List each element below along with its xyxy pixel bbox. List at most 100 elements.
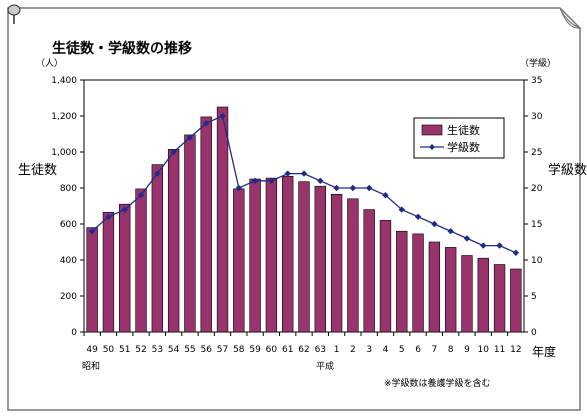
x-tick-label: 61: [282, 345, 293, 355]
legend-box: [413, 117, 505, 159]
bar: [396, 230, 408, 333]
x-tick-label: 62: [298, 345, 309, 355]
left-tick-label: 1,200: [51, 112, 77, 122]
bar: [184, 134, 196, 333]
series-point: [300, 170, 308, 177]
series-point: [431, 220, 438, 228]
bar: [135, 188, 147, 333]
era-label-heisei: 平成: [316, 362, 335, 372]
x-tick-label: 57: [217, 345, 228, 355]
series-point: [496, 242, 503, 249]
bar: [314, 185, 326, 333]
right-tick-label: 0: [531, 328, 537, 338]
x-tick-label: 1: [334, 345, 340, 355]
x-tick-label: 7: [432, 345, 438, 355]
legend-swatch-marker: [429, 144, 435, 150]
bar: [102, 212, 115, 333]
x-tick-label: 9: [464, 345, 470, 355]
bar: [249, 178, 261, 333]
x-tick-label: 4: [383, 345, 389, 355]
series-point: [251, 177, 259, 184]
x-tick-label: 60: [266, 345, 278, 355]
series-point: [349, 184, 357, 192]
series-point: [398, 206, 405, 213]
series-point: [382, 192, 389, 199]
right-tick-label: 15: [531, 220, 542, 230]
series-point: [186, 134, 194, 141]
legend-swatch-bar: [421, 124, 443, 136]
right-axis-unit: （学級）: [520, 59, 557, 69]
bar: [363, 209, 375, 333]
bar: [216, 106, 229, 333]
series-point: [137, 192, 145, 199]
series-point: [170, 148, 177, 156]
x-tick-label: 63: [315, 345, 326, 355]
series-point: [88, 228, 96, 235]
series-point: [284, 170, 291, 177]
x-tick-label: 3: [366, 345, 372, 355]
left-tick-label: 400: [60, 256, 77, 266]
x-tick-label: 54: [168, 345, 180, 355]
bar: [379, 220, 392, 333]
bar: [86, 227, 98, 333]
x-tick-label: 52: [135, 345, 146, 355]
bar: [233, 188, 245, 333]
series-point: [235, 184, 243, 192]
bar: [298, 181, 310, 333]
x-tick-label: 56: [200, 345, 212, 355]
x-tick-label: 55: [184, 345, 195, 355]
footnote: ※学級数は養護学級を含む: [384, 379, 491, 389]
x-tick-label: 49: [86, 345, 98, 355]
left-tick-label: 200: [60, 292, 77, 302]
left-tick-label: 1,000: [51, 148, 77, 158]
series-point: [365, 184, 373, 192]
right-tick-label: 20: [531, 184, 543, 194]
series-point: [463, 235, 471, 242]
series-point: [480, 242, 487, 249]
bar: [265, 177, 278, 333]
left-tick-label: 1,400: [51, 76, 77, 86]
right-tick-label: 10: [531, 256, 543, 266]
bar: [428, 241, 441, 333]
pushpin-icon: [7, 4, 21, 24]
x-tick-label: 51: [119, 345, 130, 355]
bar: [510, 268, 522, 333]
bar: [347, 198, 359, 333]
series-point: [203, 120, 210, 127]
right-tick-label: 5: [531, 292, 537, 302]
x-tick-label: 10: [478, 345, 490, 355]
series-point: [121, 206, 128, 213]
bar: [493, 264, 506, 333]
bar: [200, 116, 212, 333]
x-tick-label: 5: [399, 345, 405, 355]
bar: [119, 203, 131, 333]
bar: [167, 149, 180, 333]
series-point: [268, 177, 275, 184]
series-point: [317, 177, 324, 184]
left-tick-label: 800: [60, 184, 77, 194]
right-tick-label: 35: [531, 76, 542, 86]
bar: [461, 255, 473, 333]
series-point: [447, 228, 454, 235]
legend-label-classes: 学級数: [447, 140, 480, 154]
x-tick-label: 50: [103, 345, 115, 355]
series-point: [219, 112, 226, 120]
legend-label-students: 生徒数: [447, 123, 480, 137]
left-tick-label: 0: [71, 328, 77, 338]
bar: [477, 257, 489, 333]
right-tick-label: 30: [531, 112, 543, 122]
x-tick-label: 6: [415, 345, 421, 355]
era-label-showa: 昭和: [82, 362, 101, 372]
bar: [282, 176, 294, 333]
right-tick-label: 25: [531, 148, 542, 158]
left-tick-label: 600: [60, 220, 77, 230]
series-point: [333, 184, 340, 192]
x-axis-label: 年度: [532, 345, 557, 359]
bar: [330, 194, 343, 333]
x-tick-label: 2: [350, 345, 356, 355]
bar: [444, 247, 457, 333]
series-point: [414, 213, 422, 220]
x-tick-label: 8: [448, 345, 454, 355]
x-tick-label: 12: [510, 345, 521, 355]
